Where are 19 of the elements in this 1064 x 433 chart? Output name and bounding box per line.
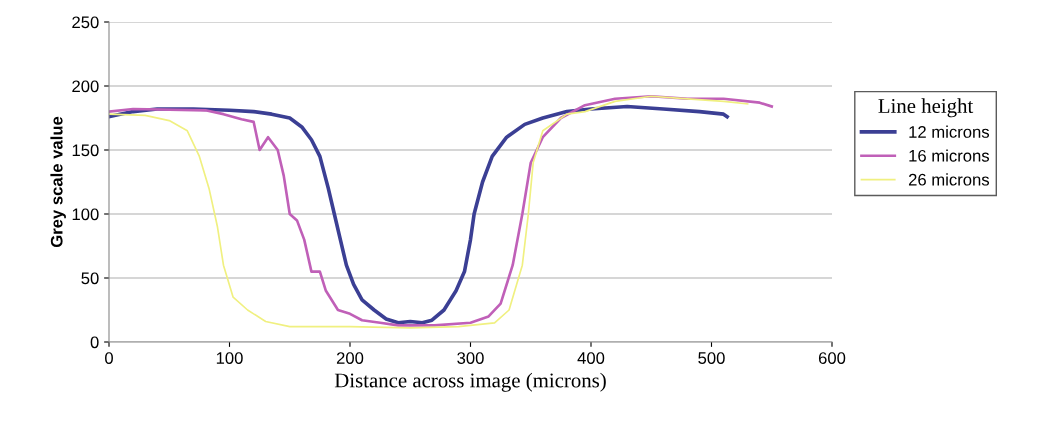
x-tick-label: 200 xyxy=(336,352,364,364)
x-axis-title: Distance across image (microns) xyxy=(334,372,606,392)
x-tick-label: 300 xyxy=(457,352,484,364)
x-tick-label: 600 xyxy=(818,352,846,364)
y-tick-label: 200 xyxy=(72,80,99,93)
x-tick-label: 100 xyxy=(216,352,243,364)
y-axis-title: Grey scale value xyxy=(50,116,66,248)
y-tick-label: 50 xyxy=(81,272,99,285)
legend-title: Line height xyxy=(878,98,974,118)
legend-label: 26 microns xyxy=(908,173,990,186)
x-tick-label: 0 xyxy=(105,352,113,364)
y-tick-label: 250 xyxy=(72,16,99,29)
legend-label: 16 microns xyxy=(909,149,990,162)
x-tick-label: 500 xyxy=(698,352,725,364)
y-tick-label: 100 xyxy=(72,208,99,221)
y-tick-label: 0 xyxy=(90,336,99,349)
x-tick-label: 400 xyxy=(577,352,605,364)
legend-label: 12 microns xyxy=(909,125,990,138)
y-tick-label: 150 xyxy=(72,144,99,157)
